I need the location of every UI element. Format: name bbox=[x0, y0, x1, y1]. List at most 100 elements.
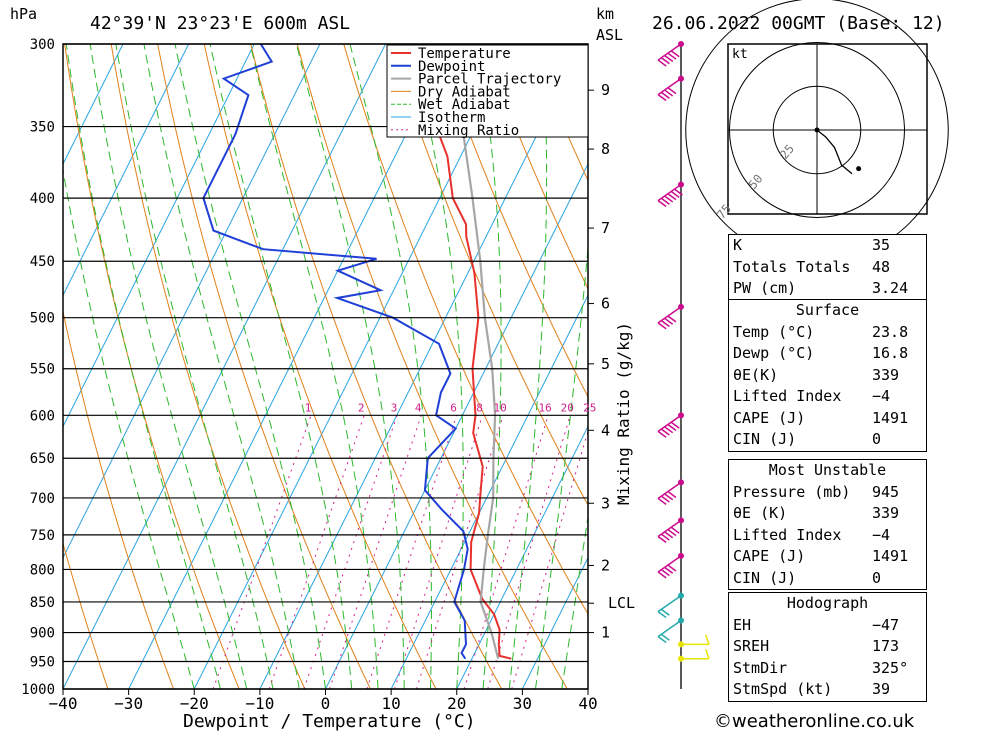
mixing-ratio-label: 4 bbox=[415, 401, 422, 414]
wind-barb bbox=[657, 181, 684, 208]
wet-adiabat-line bbox=[63, 167, 195, 689]
indices-panel-hodograph: Hodograph EH −47 SREH 173 StmDir 325° StmSpd (… bbox=[728, 592, 927, 702]
mixing-ratio-label: 2 bbox=[358, 401, 365, 414]
isotherm-line bbox=[63, 44, 386, 689]
storm-motion-marker bbox=[856, 166, 862, 172]
general-index-label: PW (cm) bbox=[733, 279, 797, 297]
dewpoint-line bbox=[202, 44, 469, 660]
x-tick-label: 0 bbox=[321, 694, 331, 713]
wet-adiabat-line bbox=[349, 44, 432, 689]
dry-adiabat-line bbox=[63, 541, 109, 689]
wind-profile bbox=[657, 41, 710, 689]
height-tick-label: 3 bbox=[601, 494, 610, 512]
mixing-ratio-line bbox=[487, 415, 571, 689]
isotherm-line bbox=[521, 556, 588, 689]
surface-index-row: CAPE (J) 1491 bbox=[729, 408, 926, 430]
isotherm-line bbox=[259, 44, 583, 689]
dry-adiabat-line bbox=[203, 44, 437, 689]
general-index-label: Totals Totals bbox=[733, 257, 851, 276]
mixing-ratio-line bbox=[463, 415, 549, 689]
indices-panel-surface: Surface Temp (°C) 23.8 Dewp (°C) 16.8 θE(K) 3… bbox=[728, 299, 927, 452]
unstable-index-label: Pressure (mb) bbox=[733, 482, 851, 501]
legend-label: Temperature bbox=[418, 46, 511, 62]
height-tick-label: 6 bbox=[601, 295, 610, 313]
mixing-ratio-line bbox=[303, 415, 398, 689]
x-tick-label: 20 bbox=[447, 694, 466, 713]
hodograph-index-row: StmDir 325° bbox=[729, 658, 926, 680]
surface-index-value: 1491 bbox=[872, 408, 909, 427]
hodograph-unit: kt bbox=[732, 47, 748, 62]
mixing-ratio-label: 6 bbox=[450, 401, 457, 414]
mixing-ratio-label: 3 bbox=[391, 401, 398, 414]
height-tick-label: 1 bbox=[601, 624, 610, 642]
isotherm-line bbox=[63, 44, 190, 297]
surface-index-row: CIN (J) 0 bbox=[729, 429, 926, 451]
hodograph-origin bbox=[814, 127, 820, 133]
wind-barb bbox=[657, 303, 684, 330]
isotherm-line bbox=[63, 44, 255, 428]
mixing-ratio-line bbox=[511, 429, 588, 689]
mixing-ratio-label: 20 bbox=[561, 401, 574, 414]
surface-index-label: θE(K) bbox=[733, 365, 779, 384]
pressure-tick-label: 400 bbox=[30, 191, 55, 207]
height-tick-label: 5 bbox=[601, 355, 610, 373]
location-title: 42°39'N 23°23'E 600m ASL bbox=[90, 13, 350, 34]
copyright-link[interactable]: ©weatheronline.co.uk bbox=[714, 711, 915, 732]
hodograph-index-row: StmSpd (kt) 39 bbox=[729, 679, 926, 701]
legend-label: Wet Adiabat bbox=[418, 97, 511, 113]
unstable-index-row: CIN (J) 0 bbox=[729, 568, 926, 590]
isotherm-line bbox=[456, 425, 588, 689]
surface-index-row: Dewp (°C) 16.8 bbox=[729, 343, 926, 365]
dry-adiabat-line bbox=[343, 44, 588, 615]
hodograph-index-value: 173 bbox=[872, 637, 900, 655]
x-axis-label: Dewpoint / Temperature (°C) bbox=[183, 711, 476, 732]
surface-index-label: Lifted Index bbox=[733, 387, 842, 405]
unstable-title: Most Unstable bbox=[768, 461, 887, 479]
indices-panel-unstable: Most Unstable Pressure (mb) 945 θE (K) 339 L… bbox=[728, 459, 927, 590]
pressure-tick-label: 850 bbox=[30, 595, 55, 611]
dry-adiabat-line bbox=[948, 44, 1000, 689]
wet-adiabat-line bbox=[89, 44, 248, 689]
wind-barb bbox=[678, 634, 710, 648]
isotherm-line bbox=[325, 162, 588, 689]
surface-index-value: −4 bbox=[872, 387, 891, 405]
mixing-ratio-line bbox=[394, 415, 483, 689]
wet-adiabat-line bbox=[143, 44, 300, 689]
general-index-label: K bbox=[733, 236, 743, 254]
pressure-tick-label: 600 bbox=[30, 408, 55, 424]
dry-adiabat-line bbox=[64, 44, 240, 689]
mixing-ratio-label: 10 bbox=[494, 401, 507, 414]
x-tick-label: −40 bbox=[49, 694, 78, 713]
hodograph-index-value: −47 bbox=[872, 615, 900, 634]
unstable-index-label: CIN (J) bbox=[733, 568, 797, 587]
x-tick-label: 30 bbox=[513, 694, 532, 713]
pressure-tick-label: 900 bbox=[30, 626, 55, 642]
hodograph-index-row: EH −47 bbox=[729, 615, 926, 637]
x-tick-label: −20 bbox=[180, 694, 209, 713]
pressure-tick-label: 1000 bbox=[21, 682, 55, 698]
hodograph-index-value: 39 bbox=[872, 680, 891, 698]
dry-adiabat-line bbox=[482, 44, 588, 290]
hodograph-index-label: EH bbox=[733, 615, 752, 634]
dry-adiabat-line bbox=[436, 44, 588, 398]
x-tick-label: −10 bbox=[245, 694, 274, 713]
wet-adiabat-line bbox=[115, 44, 274, 689]
unstable-index-value: 945 bbox=[872, 482, 900, 501]
wind-barb bbox=[657, 617, 684, 644]
wind-barb bbox=[657, 41, 684, 67]
unstable-index-label: CAPE (J) bbox=[733, 547, 806, 565]
wet-adiabat-line bbox=[174, 44, 326, 689]
general-index-value: 35 bbox=[872, 236, 891, 254]
isotherm-line bbox=[390, 294, 588, 689]
surface-index-value: 16.8 bbox=[872, 344, 909, 362]
pressure-tick-label: 650 bbox=[30, 451, 55, 467]
wet-adiabat-line bbox=[249, 44, 379, 689]
legend-box bbox=[386, 44, 589, 138]
wet-adiabat-line bbox=[410, 44, 464, 689]
pressure-tick-label: 450 bbox=[30, 254, 55, 270]
unstable-index-row: CAPE (J) 1491 bbox=[729, 546, 926, 568]
pressure-tick-label: 300 bbox=[30, 37, 55, 53]
mixing-ratio-axis-label: Mixing Ratio (g/kg) bbox=[614, 322, 633, 505]
wind-barb bbox=[678, 648, 710, 662]
pressure-tick-label: 500 bbox=[30, 311, 55, 327]
